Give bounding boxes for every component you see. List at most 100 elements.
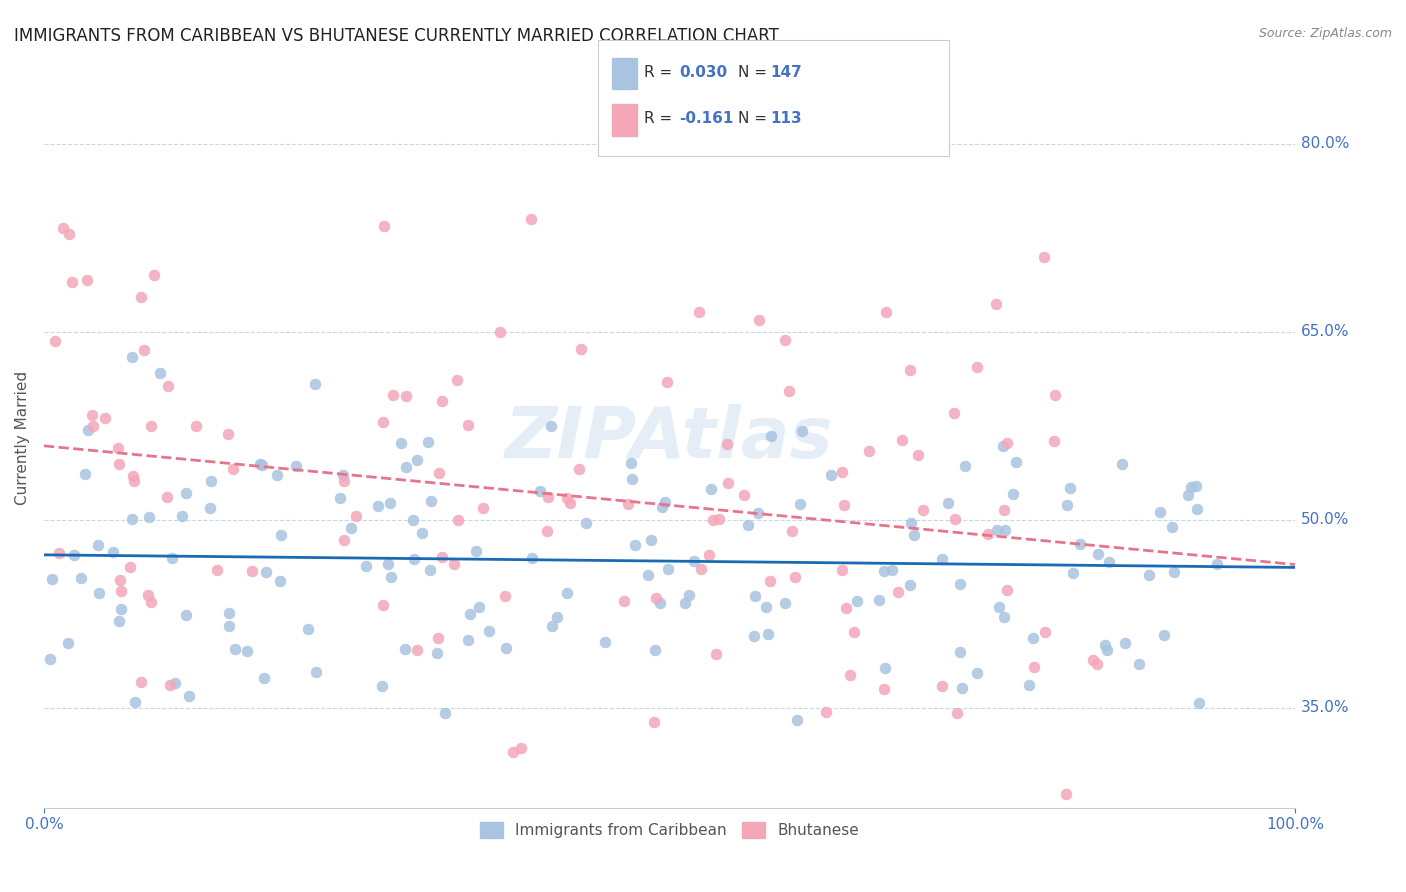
Point: [110, 583, 132, 598]
Point: [224, 641, 246, 656]
Point: [789, 497, 811, 511]
Point: [702, 513, 724, 527]
Point: [744, 629, 766, 643]
Point: [898, 578, 921, 592]
Point: [44, 334, 66, 349]
Text: Source: ZipAtlas.com: Source: ZipAtlas.com: [1258, 27, 1392, 40]
Point: [163, 675, 186, 690]
Text: -0.161: -0.161: [679, 112, 734, 126]
Text: 35.0%: 35.0%: [1301, 700, 1350, 715]
Point: [1188, 696, 1211, 710]
Point: [1001, 486, 1024, 500]
Point: [1177, 488, 1199, 502]
Point: [457, 417, 479, 432]
Point: [931, 552, 953, 566]
Point: [887, 585, 910, 599]
Point: [759, 429, 782, 443]
Point: [446, 373, 468, 387]
Point: [644, 591, 666, 605]
Point: [457, 632, 479, 647]
Point: [63, 548, 86, 562]
Point: [541, 618, 564, 632]
Point: [540, 419, 562, 434]
Point: [141, 595, 163, 609]
Point: [950, 681, 973, 695]
Point: [269, 574, 291, 589]
Text: ZIPAtlas: ZIPAtlas: [505, 404, 834, 473]
Point: [297, 623, 319, 637]
Point: [160, 551, 183, 566]
Point: [156, 490, 179, 504]
Point: [378, 495, 401, 509]
Point: [520, 550, 543, 565]
Point: [704, 647, 727, 661]
Point: [678, 588, 700, 602]
Point: [416, 435, 439, 450]
Point: [644, 643, 666, 657]
Point: [41, 572, 63, 586]
Text: 65.0%: 65.0%: [1301, 324, 1350, 339]
Point: [101, 545, 124, 559]
Point: [170, 508, 193, 523]
Point: [943, 512, 966, 526]
Point: [569, 342, 592, 356]
Point: [332, 467, 354, 482]
Point: [110, 601, 132, 615]
Point: [1180, 480, 1202, 494]
Point: [138, 509, 160, 524]
Point: [76, 273, 98, 287]
Point: [406, 453, 429, 467]
Point: [1059, 481, 1081, 495]
Point: [367, 500, 389, 514]
Point: [1111, 457, 1133, 471]
Point: [121, 350, 143, 364]
Point: [406, 642, 429, 657]
Point: [778, 384, 800, 398]
Point: [52, 221, 75, 235]
Point: [174, 486, 197, 500]
Point: [593, 635, 616, 649]
Point: [617, 497, 640, 511]
Point: [637, 568, 659, 582]
Point: [373, 219, 395, 233]
Point: [846, 593, 869, 607]
Point: [994, 524, 1017, 538]
Point: [411, 525, 433, 540]
Text: R =: R =: [644, 112, 678, 126]
Point: [688, 305, 710, 319]
Point: [872, 682, 894, 697]
Point: [949, 645, 972, 659]
Point: [759, 574, 782, 589]
Point: [1069, 536, 1091, 550]
Point: [868, 593, 890, 607]
Point: [835, 600, 858, 615]
Point: [1056, 498, 1078, 512]
Point: [546, 609, 568, 624]
Point: [690, 562, 713, 576]
Point: [394, 642, 416, 657]
Text: R =: R =: [644, 65, 678, 79]
Point: [995, 583, 1018, 598]
Point: [1005, 455, 1028, 469]
Point: [1128, 657, 1150, 672]
Point: [558, 496, 581, 510]
Point: [717, 476, 740, 491]
Point: [427, 631, 450, 645]
Point: [575, 516, 598, 531]
Point: [122, 468, 145, 483]
Point: [682, 554, 704, 568]
Point: [1094, 638, 1116, 652]
Point: [249, 457, 271, 471]
Point: [1098, 555, 1121, 569]
Point: [107, 441, 129, 455]
Point: [430, 550, 453, 565]
Point: [266, 468, 288, 483]
Point: [419, 493, 441, 508]
Point: [1114, 636, 1136, 650]
Point: [890, 433, 912, 447]
Point: [142, 268, 165, 282]
Point: [838, 667, 860, 681]
Point: [529, 484, 551, 499]
Point: [709, 512, 731, 526]
Point: [60, 275, 83, 289]
